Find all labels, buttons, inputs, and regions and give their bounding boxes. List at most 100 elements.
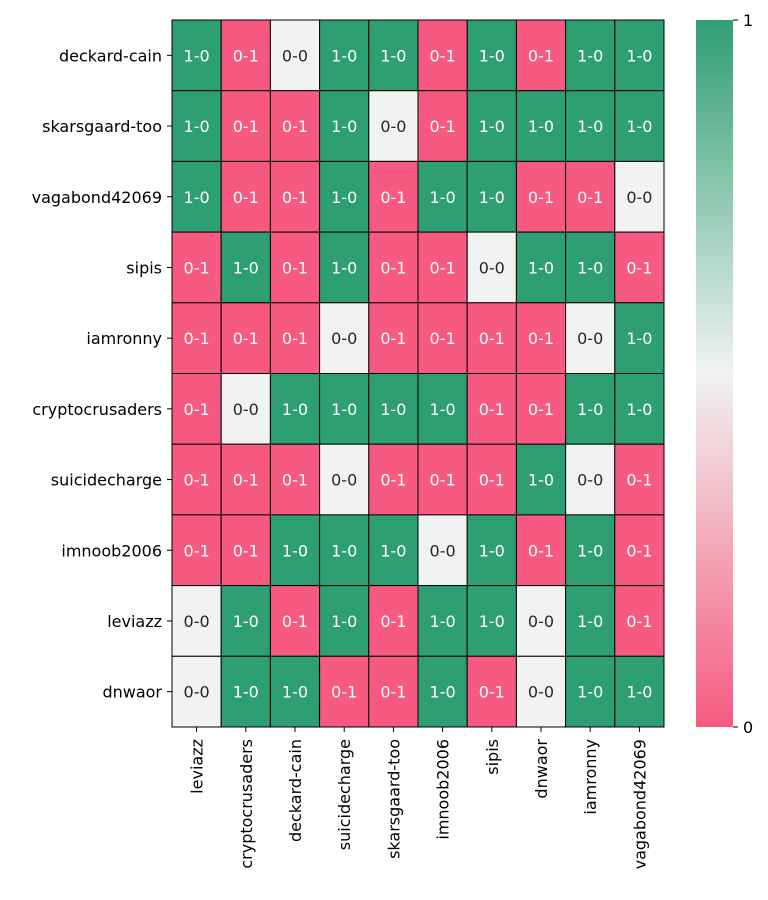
heatmap-cell (565, 231, 616, 304)
cell-annotation: 0-1 (233, 188, 259, 207)
colorbar-label-max: 1 (743, 11, 753, 30)
row-label: sipis (126, 258, 162, 277)
cell-annotation: 0-0 (184, 612, 210, 631)
cell-annotation: 1-0 (380, 46, 406, 65)
heatmap-cell (565, 443, 616, 516)
cell-annotation: 0-1 (380, 471, 406, 490)
column-label: suicidecharge (335, 739, 354, 850)
cell-annotation: 1-0 (380, 400, 406, 419)
cell-annotation: 0-1 (380, 612, 406, 631)
cell-annotation: 1-0 (233, 683, 259, 702)
cell-annotation: 0-1 (528, 329, 554, 348)
cell-annotation: 0-0 (430, 541, 456, 560)
cell-annotation: 0-1 (282, 258, 308, 277)
cell-annotation: 1-0 (577, 258, 603, 277)
cell-annotation: 0-1 (380, 329, 406, 348)
column-label: iamronny (581, 739, 600, 815)
cell-annotation: 0-0 (577, 471, 603, 490)
heatmap-cell (565, 90, 616, 162)
row-label: leviazz (107, 612, 162, 631)
heatmap-cell (319, 443, 370, 516)
cell-annotation: 0-1 (331, 683, 357, 702)
cell-annotation: 0-0 (626, 188, 652, 207)
cell-annotation: 0-1 (184, 471, 210, 490)
cell-annotation: 1-0 (331, 400, 357, 419)
cell-annotation: 0-0 (233, 400, 259, 419)
heatmap-cell (417, 514, 468, 587)
cell-annotation: 0-0 (331, 329, 357, 348)
cell-annotation: 1-0 (479, 46, 505, 65)
heatmap-cell (417, 655, 468, 728)
cell-annotation: 0-1 (282, 329, 308, 348)
cell-annotation: 0-0 (331, 471, 357, 490)
heatmap-cell (466, 302, 517, 374)
heatmap-cell (269, 19, 321, 92)
heatmap-cell (417, 19, 468, 92)
heatmap-cell (515, 160, 567, 233)
cell-annotation: 1-0 (331, 46, 357, 65)
cell-annotation: 0-1 (430, 46, 456, 65)
heatmap-cell (220, 19, 271, 92)
cell-annotation: 0-1 (626, 471, 652, 490)
cell-annotation: 0-1 (430, 329, 456, 348)
cell-annotation: 0-1 (479, 400, 505, 419)
cell-annotation: 0-1 (528, 400, 554, 419)
heatmap-cell (417, 231, 468, 304)
cell-annotation: 0-1 (626, 541, 652, 560)
heatmap-cell (466, 443, 517, 516)
cell-annotation: 0-0 (184, 683, 210, 702)
heatmap-cell (614, 443, 665, 516)
cell-annotation: 0-1 (233, 46, 259, 65)
heatmap-cell (368, 302, 419, 374)
heatmap-cell (319, 90, 370, 162)
cell-annotation: 1-0 (626, 400, 652, 419)
heatmap-cells: 1-0 0-1 0-0 1-0 1-0 0-1 1-0 0-1 1-0 1-0 1-0 0-1 0-1 1… (171, 19, 665, 728)
heatmap-cell (515, 19, 567, 92)
column-label: sipis (483, 739, 502, 775)
cell-annotation: 0-1 (233, 471, 259, 490)
heatmap-cell (171, 443, 222, 516)
cell-annotation: 1-0 (282, 683, 308, 702)
heatmap-cell (466, 585, 517, 657)
cell-annotation: 1-0 (626, 117, 652, 136)
heatmap-cell (220, 90, 271, 162)
cell-annotation: 0-1 (184, 541, 210, 560)
heatmap-cell (368, 373, 419, 445)
heatmap-cell (319, 514, 370, 587)
cell-annotation: 0-0 (479, 258, 505, 277)
column-label: vagabond42069 (630, 739, 649, 869)
cell-annotation: 1-0 (479, 117, 505, 136)
heatmap-cell (269, 302, 321, 374)
cell-annotation: 1-0 (577, 683, 603, 702)
cell-annotation: 0-0 (380, 117, 406, 136)
heatmap-cell (220, 585, 271, 657)
cell-annotation: 1-0 (430, 683, 456, 702)
heatmap-cell (614, 655, 665, 728)
cell-annotation: 1-0 (430, 188, 456, 207)
row-label: iamronny (86, 329, 162, 348)
column-label: deckard-cain (286, 739, 305, 842)
cell-annotation: 1-0 (331, 612, 357, 631)
cell-annotation: 1-0 (577, 612, 603, 631)
heatmap-cell (614, 231, 665, 304)
heatmap-cell (220, 514, 271, 587)
cell-annotation: 0-1 (528, 541, 554, 560)
heatmap-cell (269, 160, 321, 233)
cell-annotation: 1-0 (626, 329, 652, 348)
heatmap-cell (171, 19, 222, 92)
cell-annotation: 1-0 (528, 471, 554, 490)
cell-annotation: 1-0 (577, 541, 603, 560)
cell-annotation: 1-0 (479, 188, 505, 207)
row-label: cryptocrusaders (32, 400, 162, 419)
column-label: imnoob2006 (434, 739, 453, 840)
heatmap-cell (319, 585, 370, 657)
heatmap-cell (368, 160, 419, 233)
heatmap-cell (269, 373, 321, 445)
cell-annotation: 0-1 (626, 258, 652, 277)
heatmap-cell (466, 514, 517, 587)
heatmap-cell (319, 655, 370, 728)
cell-annotation: 0-1 (479, 329, 505, 348)
cell-annotation: 1-0 (184, 46, 210, 65)
heatmap-cell (171, 160, 222, 233)
heatmap-cell (319, 373, 370, 445)
